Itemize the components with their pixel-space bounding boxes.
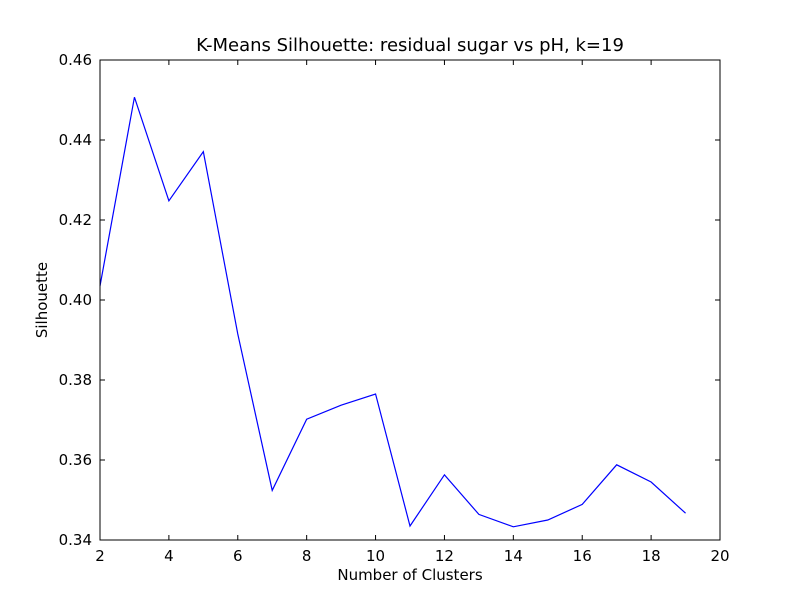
x-tick-label: 8 [302, 547, 312, 565]
x-tick-label: 14 [504, 547, 523, 565]
y-tick-label: 0.42 [59, 211, 92, 229]
x-tick-label: 2 [95, 547, 105, 565]
y-tick-label: 0.36 [59, 451, 92, 469]
x-tick-label: 4 [164, 547, 174, 565]
x-tick-label: 12 [435, 547, 454, 565]
x-tick-label: 18 [642, 547, 661, 565]
x-tick-label: 20 [710, 547, 729, 565]
y-axis-label: Silhouette [33, 262, 51, 338]
x-axis-label: Number of Clusters [337, 566, 482, 584]
y-tick-label: 0.38 [59, 371, 92, 389]
series-line [99, 97, 686, 528]
y-tick-label: 0.40 [59, 291, 92, 309]
x-tick-label: 16 [573, 547, 592, 565]
plot-area: 2 4 6 8 10 12 14 16 18 20 0.34 0.36 0.38 0.40 0.42 0.44… [59, 51, 730, 565]
y-tick-label: 0.34 [59, 531, 92, 549]
x-tick-label: 10 [366, 547, 385, 565]
chart-title: K-Means Silhouette: residual sugar vs pH… [196, 35, 624, 56]
y-tick-label: 0.44 [59, 131, 92, 149]
y-tick-label: 0.46 [59, 51, 92, 69]
x-tick-label: 6 [233, 547, 243, 565]
